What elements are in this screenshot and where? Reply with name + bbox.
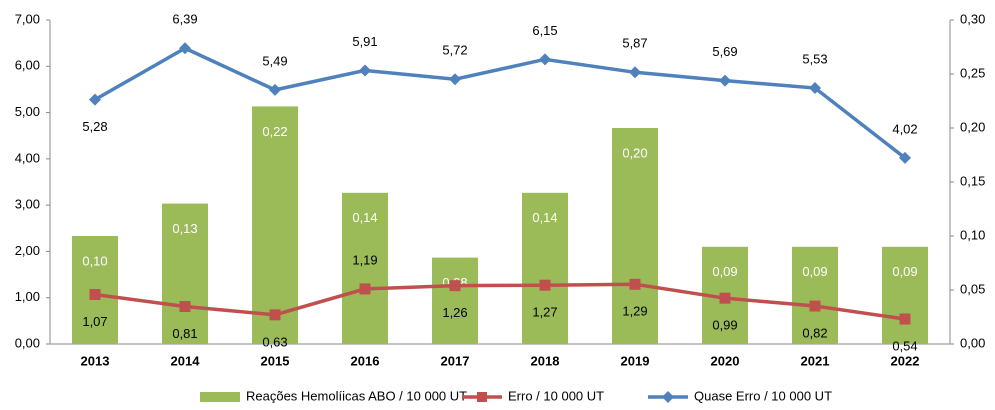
x-tick-label: 2013	[81, 353, 110, 368]
y-tick-label: 1,00	[15, 289, 40, 304]
marker	[629, 278, 641, 290]
x-tick-label: 2018	[531, 353, 560, 368]
legend-swatch	[200, 392, 240, 402]
y-tick-label: 5,00	[15, 104, 40, 119]
bar-value-label: 0,20	[622, 145, 647, 160]
y-tick-label: 6,00	[15, 58, 40, 73]
marker	[359, 283, 371, 295]
legend-marker	[662, 391, 674, 403]
marker	[179, 301, 191, 313]
marker	[809, 82, 821, 95]
x-tick-label: 2014	[171, 353, 201, 368]
legend-marker	[477, 392, 487, 402]
x-tick-label: 2020	[711, 353, 740, 368]
marker	[539, 279, 551, 291]
line-value-label: 1,19	[352, 252, 377, 267]
bar-value-label: 0,13	[172, 221, 197, 236]
line-value-label: 0,99	[712, 318, 737, 333]
y2-tick-label: 0,00	[960, 335, 985, 350]
bar	[252, 106, 298, 345]
marker	[629, 66, 641, 79]
bar-value-label: 0,22	[262, 124, 287, 139]
marker	[719, 292, 731, 304]
y2-tick-label: 0,15	[960, 173, 985, 188]
line-value-label: 1,29	[622, 304, 647, 319]
line-value-label: 5,91	[352, 34, 377, 49]
bar	[882, 246, 928, 344]
bar	[162, 203, 208, 344]
line-value-label: 5,49	[262, 53, 287, 68]
line-value-label: 6,15	[532, 23, 557, 38]
bar	[612, 128, 658, 344]
marker	[719, 74, 731, 87]
line-value-label: 0,63	[262, 334, 287, 349]
marker	[899, 151, 911, 164]
line-value-label: 1,26	[442, 305, 467, 320]
line-value-label: 0,81	[172, 326, 197, 341]
bar-value-label: 0,09	[802, 264, 827, 279]
bar-value-label: 0,10	[82, 253, 107, 268]
bar-value-label: 0,09	[892, 264, 917, 279]
legend-label: Quase Erro / 10 000 UT	[694, 388, 832, 403]
line-value-label: 1,07	[82, 314, 107, 329]
legend-label: Reações Hemolíicas ABO / 10 000 UT	[246, 388, 467, 403]
marker	[269, 309, 281, 321]
x-tick-label: 2022	[891, 353, 920, 368]
legend-label: Erro / 10 000 UT	[508, 388, 604, 403]
bar-value-label: 0,14	[352, 210, 377, 225]
line-value-label: 0,82	[802, 325, 827, 340]
line-value-label: 4,02	[892, 121, 917, 136]
y-tick-label: 3,00	[15, 197, 40, 212]
bar-value-label: 0,09	[712, 264, 737, 279]
y-tick-label: 2,00	[15, 243, 40, 258]
marker	[449, 280, 461, 292]
x-tick-label: 2017	[441, 353, 470, 368]
marker	[359, 64, 371, 77]
line-value-label: 5,28	[82, 119, 107, 134]
marker	[89, 93, 101, 106]
y2-tick-label: 0,25	[960, 65, 985, 80]
marker	[449, 73, 461, 86]
line-value-label: 5,87	[622, 36, 647, 51]
bar-value-label: 0,14	[532, 210, 557, 225]
marker	[809, 300, 821, 312]
y2-tick-label: 0,30	[960, 11, 985, 26]
bar	[432, 257, 478, 344]
line	[94, 46, 907, 160]
line-value-label: 5,53	[802, 51, 827, 66]
x-tick-label: 2021	[801, 353, 830, 368]
line-value-label: 1,27	[532, 305, 557, 320]
y-tick-label: 4,00	[15, 150, 40, 165]
y-tick-label: 7,00	[15, 11, 40, 26]
line-value-label: 5,72	[442, 43, 467, 58]
marker	[179, 42, 191, 55]
y-tick-label: 0,00	[15, 335, 40, 350]
line-value-label: 5,69	[712, 44, 737, 59]
bar	[342, 192, 388, 344]
x-tick-label: 2015	[261, 353, 290, 368]
marker	[539, 53, 551, 66]
marker	[269, 83, 281, 96]
line	[94, 282, 906, 321]
line-value-label: 0,54	[892, 338, 917, 353]
bar	[792, 246, 838, 344]
y2-tick-label: 0,20	[960, 119, 985, 134]
line-value-label: 6,39	[172, 12, 197, 27]
y2-tick-label: 0,05	[960, 281, 985, 296]
bar	[522, 192, 568, 344]
x-tick-label: 2016	[351, 353, 380, 368]
y2-tick-label: 0,10	[960, 227, 985, 242]
x-tick-label: 2019	[621, 353, 650, 368]
marker	[89, 288, 101, 300]
marker	[899, 313, 911, 325]
